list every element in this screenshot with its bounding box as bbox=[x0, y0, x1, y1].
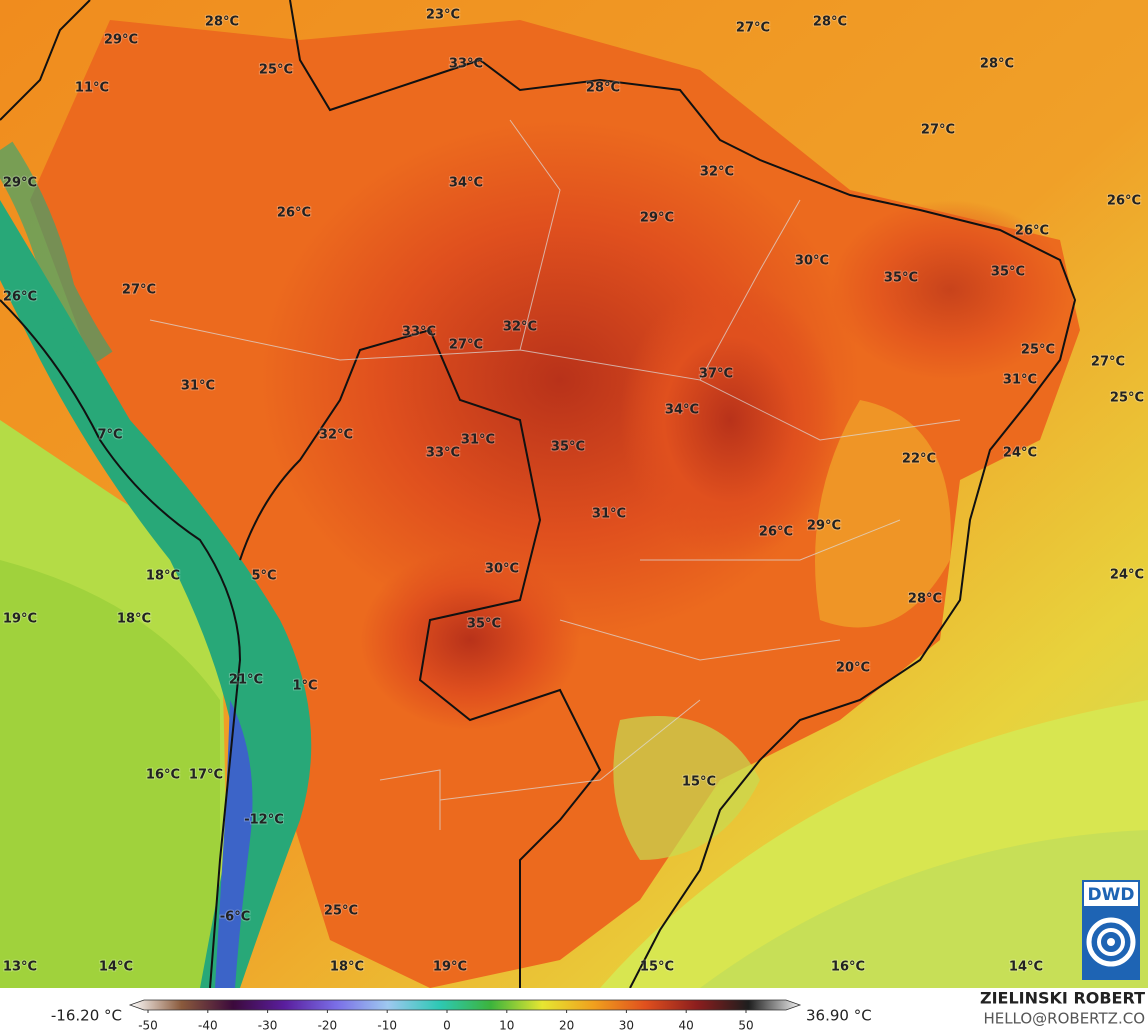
temperature-label: 32°C bbox=[319, 428, 353, 443]
temperature-label: 28°C bbox=[980, 57, 1014, 72]
colorbar-tick-label: 30 bbox=[619, 1019, 634, 1033]
temperature-label: 35°C bbox=[884, 271, 918, 286]
temperature-label: 28°C bbox=[586, 81, 620, 96]
temperature-label: 33°C bbox=[449, 57, 483, 72]
temperature-label: 35°C bbox=[551, 440, 585, 455]
colorbar-max: 36.90 °C bbox=[806, 1007, 872, 1025]
temperature-label: 30°C bbox=[795, 254, 829, 269]
temperature-label: 19°C bbox=[3, 612, 37, 627]
temperature-label: 31°C bbox=[181, 379, 215, 394]
temperature-labels: 28°C 23°C 27°C 28°C 29°C 33°C 25°C 28°C 11°C 28°C… bbox=[2, 7, 1145, 976]
temperature-label: 26°C bbox=[277, 206, 311, 221]
colorbar-min: -16.20 °C bbox=[51, 1007, 122, 1025]
temperature-label: 26°C bbox=[1015, 224, 1049, 239]
temperature-label: 24°C bbox=[1110, 568, 1144, 583]
temperature-label: 5°C bbox=[251, 569, 276, 584]
temperature-label: -12°C bbox=[244, 813, 284, 828]
colorbar-tick-label: 50 bbox=[738, 1019, 753, 1033]
colorbar-tick-label: -20 bbox=[318, 1019, 338, 1033]
temperature-label: 37°C bbox=[699, 367, 733, 382]
temperature-label: 16°C bbox=[831, 960, 865, 975]
temperature-label: 25°C bbox=[1110, 391, 1144, 406]
temperature-label: 31°C bbox=[1003, 373, 1037, 388]
temperature-label: 35°C bbox=[991, 265, 1025, 280]
author: ZIELINSKI ROBERT bbox=[980, 989, 1145, 1008]
temperature-label: 28°C bbox=[908, 592, 942, 607]
temperature-label: 11°C bbox=[75, 81, 109, 96]
temperature-label: 15°C bbox=[640, 960, 674, 975]
colorbar-tick-label: -50 bbox=[138, 1019, 158, 1033]
temperature-label: 27°C bbox=[449, 338, 483, 353]
temperature-label: 14°C bbox=[99, 960, 133, 975]
temperature-label: 28°C bbox=[813, 15, 847, 30]
temperature-label: 25°C bbox=[324, 904, 358, 919]
temperature-label: 18°C bbox=[330, 960, 364, 975]
temperature-label: 25°C bbox=[1021, 343, 1055, 358]
state-lines bbox=[149, 119, 961, 830]
temperature-label: 7°C bbox=[97, 428, 122, 443]
temperature-label: 35°C bbox=[467, 617, 501, 632]
temperature-label: 15°C bbox=[682, 775, 716, 790]
dwd-logo: DWD bbox=[1082, 880, 1140, 980]
temperature-label: 34°C bbox=[449, 176, 483, 191]
temperature-label: 31°C bbox=[461, 433, 495, 448]
temperature-label: 27°C bbox=[122, 283, 156, 298]
logo-text: DWD bbox=[1088, 885, 1135, 905]
temperature-label: 18°C bbox=[117, 612, 151, 627]
temperature-label: 29°C bbox=[807, 519, 841, 534]
temperature-label: 19°C bbox=[433, 960, 467, 975]
temperature-label: 23°C bbox=[426, 8, 460, 23]
temperature-label: 24°C bbox=[1003, 446, 1037, 461]
temperature-label: 21°C bbox=[229, 673, 263, 688]
temperature-label: 22°C bbox=[902, 452, 936, 467]
temperature-label: 26°C bbox=[3, 290, 37, 305]
temperature-label: 29°C bbox=[104, 33, 138, 48]
temperature-label: 26°C bbox=[1107, 194, 1141, 209]
colorbar-tick-label: -40 bbox=[198, 1019, 218, 1033]
temperature-label: 1°C bbox=[292, 679, 317, 694]
colorbar-tick-label: -10 bbox=[377, 1019, 397, 1033]
contact: HELLO@ROBERTZ.CO bbox=[983, 1010, 1145, 1028]
colorbar-tick-label: 20 bbox=[559, 1019, 574, 1033]
temperature-label: 17°C bbox=[189, 768, 223, 783]
temperature-label: 33°C bbox=[426, 446, 460, 461]
temperature-label: 30°C bbox=[485, 562, 519, 577]
colorbar-bar bbox=[128, 999, 802, 1011]
temperature-label: 32°C bbox=[700, 165, 734, 180]
temperature-label: 27°C bbox=[736, 21, 770, 36]
temperature-label: 16°C bbox=[146, 768, 180, 783]
temperature-label: 31°C bbox=[592, 507, 626, 522]
temperature-label: 26°C bbox=[759, 525, 793, 540]
colorbar-tick-label: -30 bbox=[258, 1019, 278, 1033]
temperature-label: -6°C bbox=[220, 910, 250, 925]
temperature-label: 20°C bbox=[836, 661, 870, 676]
temperature-label: 18°C bbox=[146, 569, 180, 584]
borders bbox=[0, 0, 1077, 989]
temperature-label: 13°C bbox=[3, 960, 37, 975]
temperature-label: 25°C bbox=[259, 63, 293, 78]
colorbar-tick-label: 0 bbox=[443, 1019, 451, 1033]
temperature-label: 33°C bbox=[402, 325, 436, 340]
colorbar-tick-label: 10 bbox=[499, 1019, 514, 1033]
temperature-label: 32°C bbox=[503, 320, 537, 335]
colorbar: -16.20 °C 36.90 °C -50 -40 -30 -20 -10 0 10 20 3… bbox=[51, 999, 872, 1033]
temperature-field bbox=[0, 0, 1148, 988]
temperature-label: 28°C bbox=[205, 15, 239, 30]
temperature-label: 27°C bbox=[1091, 355, 1125, 370]
temperature-label: 14°C bbox=[1009, 960, 1043, 975]
temperature-label: 29°C bbox=[640, 211, 674, 226]
colorbar-tick-label: 40 bbox=[679, 1019, 694, 1033]
temperature-label: 27°C bbox=[921, 123, 955, 138]
temperature-label: 29°C bbox=[3, 176, 37, 191]
temperature-label: 34°C bbox=[665, 403, 699, 418]
